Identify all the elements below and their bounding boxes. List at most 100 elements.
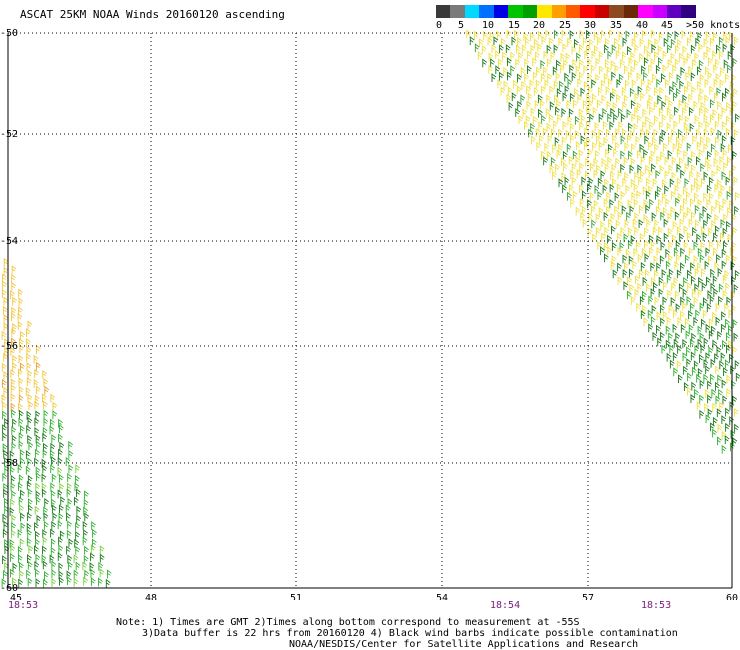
wind-barb: [668, 268, 674, 278]
wind-barb: [674, 211, 680, 221]
wind-barb: [665, 198, 671, 208]
wind-barb: [532, 115, 538, 125]
wind-barb: [631, 38, 637, 47]
wind-barb: [543, 66, 548, 76]
wind-barb: [554, 94, 559, 104]
wind-barb: [51, 569, 57, 579]
wind-barb: [631, 79, 637, 89]
scale-label-10: 10: [482, 20, 495, 31]
wind-barb: [580, 114, 586, 124]
wind-barb: [570, 198, 576, 208]
wind-barb: [567, 78, 573, 88]
wind-barb: [18, 417, 24, 427]
wind-barb: [10, 393, 16, 402]
wind-barb: [706, 276, 711, 286]
wind-barb: [618, 107, 623, 117]
wind-barb: [642, 186, 648, 195]
wind-barb: [686, 295, 692, 305]
wind-barb: [592, 233, 597, 243]
wind-barb: [712, 402, 718, 412]
x-tick-label: 57: [582, 593, 594, 600]
wind-barb: [560, 52, 566, 62]
wind-barb: [667, 254, 673, 264]
wind-barb: [718, 50, 724, 60]
wind-barb: [713, 247, 718, 257]
wind-barb: [75, 545, 81, 555]
wind-barb: [11, 312, 16, 322]
wind-barb: [710, 282, 716, 292]
wind-barb: [734, 359, 740, 369]
wind-barb: [622, 177, 628, 187]
wind-barb: [634, 212, 640, 222]
wind-barb: [68, 464, 74, 474]
wind-barb: [664, 185, 670, 194]
wind-barb: [579, 71, 584, 81]
wind-barb: [699, 87, 705, 97]
wind-barb: [656, 262, 662, 272]
colorbar-swatch: [493, 5, 509, 18]
wind-barb: [666, 352, 672, 362]
wind-barb: [624, 172, 629, 181]
wind-barb: [615, 50, 621, 60]
wind-barb: [524, 73, 530, 83]
wind-barb: [610, 171, 615, 180]
wind-barb: [84, 490, 89, 500]
wind-barb: [689, 338, 695, 348]
wind-barb: [34, 369, 39, 378]
wind-barb: [659, 121, 664, 131]
wind-barb: [659, 86, 665, 96]
wind-barb: [555, 106, 560, 116]
wind-barb: [690, 351, 696, 361]
wind-barb: [618, 73, 624, 83]
wind-barb: [477, 51, 483, 61]
wind-barb: [654, 143, 660, 153]
wind-barb: [679, 232, 684, 242]
wind-barb: [587, 227, 593, 237]
wind-barb: [25, 450, 31, 460]
wind-barb: [34, 394, 40, 404]
wind-barb: [620, 59, 625, 68]
wind-barb: [76, 488, 81, 498]
wind-barb: [591, 79, 597, 88]
wind-barb: [669, 344, 675, 354]
wind-barb: [482, 58, 488, 68]
wind-barb: [681, 134, 687, 144]
wind-barb: [715, 381, 720, 391]
wind-barb: [654, 51, 659, 60]
wind-barb: [722, 289, 728, 299]
wind-barb: [632, 260, 638, 270]
wind-barb: [623, 94, 629, 104]
wind-barb: [679, 80, 685, 90]
wind-barb: [516, 85, 522, 95]
wind-barb: [714, 120, 720, 130]
wind-barb: [588, 212, 593, 222]
wind-barb: [18, 402, 23, 412]
wind-barb: [608, 218, 613, 228]
wind-barb: [665, 339, 671, 349]
wind-barb: [12, 362, 17, 372]
wind-barb: [19, 561, 24, 571]
wind-barb: [539, 134, 544, 144]
wind-barb: [657, 94, 663, 104]
wind-barb: [733, 332, 739, 342]
wind-barb: [564, 85, 570, 95]
wind-barb: [613, 113, 618, 123]
wind-barb: [656, 324, 661, 334]
wind-barb: [556, 87, 562, 97]
wind-barb: [708, 330, 714, 340]
wind-barb: [26, 424, 31, 434]
wind-barb: [614, 205, 620, 215]
wind-barb: [106, 569, 112, 579]
wind-barb: [640, 309, 646, 319]
wind-barb: [58, 544, 64, 554]
wind-barb: [2, 379, 7, 388]
wind-barb: [4, 347, 10, 356]
wind-barb: [716, 346, 722, 356]
wind-barb: [733, 36, 739, 46]
wind-barb: [58, 512, 64, 522]
wind-barb: [34, 417, 40, 427]
wind-barb: [654, 269, 659, 279]
wind-barb: [65, 457, 71, 466]
wind-barb: [536, 66, 541, 76]
x-tick-label: 48: [145, 593, 157, 600]
